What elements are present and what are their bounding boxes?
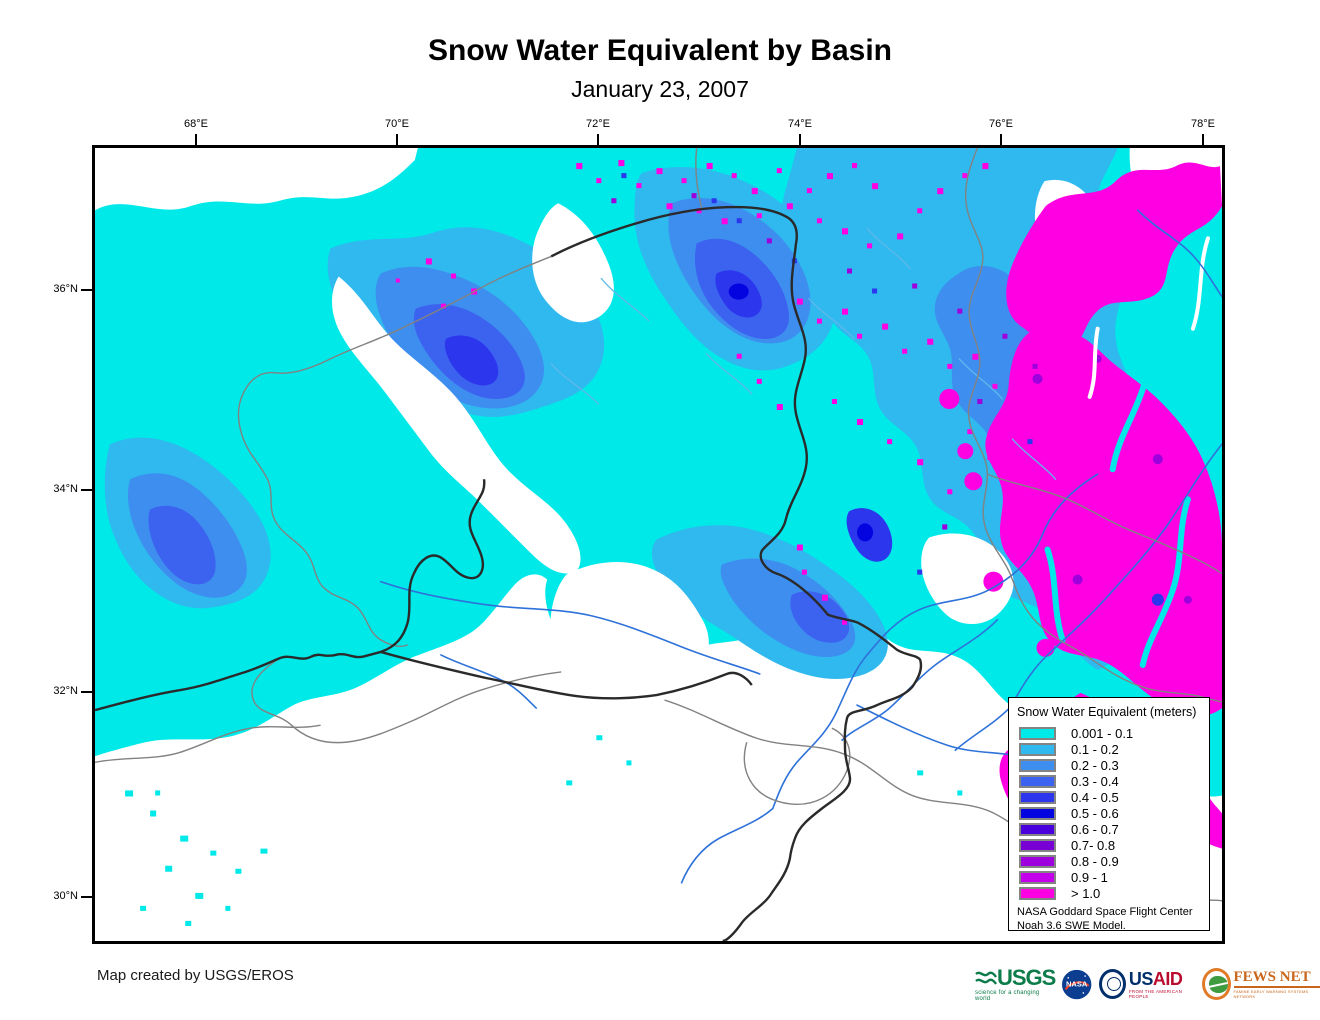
legend-row: 0.4 - 0.5 bbox=[1017, 789, 1201, 805]
legend-label: 0.5 - 0.6 bbox=[1071, 805, 1119, 821]
tick-76e bbox=[1000, 134, 1002, 145]
basin-boundaries bbox=[95, 205, 923, 941]
tick-30n bbox=[81, 896, 92, 898]
usgs-logo: USGS science for a changing world bbox=[975, 964, 1056, 1002]
usaid-tagline: FROM THE AMERICAN PEOPLE bbox=[1128, 988, 1183, 999]
admin-boundaries bbox=[95, 148, 1222, 902]
ticklabel-68e: 68°E bbox=[184, 118, 208, 130]
ticklabel-34n: 34°N bbox=[53, 483, 78, 495]
legend-label: > 1.0 bbox=[1071, 885, 1101, 901]
legend-swatch-5 bbox=[1019, 806, 1056, 820]
legend-swatch-9 bbox=[1019, 870, 1056, 884]
legend-label: 0.2 - 0.3 bbox=[1071, 757, 1119, 773]
usaid-seal-icon bbox=[1098, 969, 1126, 999]
legend-label: 0.4 - 0.5 bbox=[1071, 789, 1119, 805]
legend-title: Snow Water Equivalent (meters) bbox=[1017, 705, 1197, 719]
tick-68e bbox=[195, 134, 197, 145]
usgs-wave-icon bbox=[975, 971, 997, 985]
ticklabel-32n: 32°N bbox=[53, 685, 78, 697]
legend-swatch-10 bbox=[1019, 886, 1056, 900]
ticklabel-72e: 72°E bbox=[586, 118, 610, 130]
usaid-wordmark: USAID bbox=[1128, 968, 1183, 989]
legend-label: 0.6 - 0.7 bbox=[1071, 821, 1119, 837]
map-title: Snow Water Equivalent by Basin bbox=[428, 34, 892, 67]
tick-32n bbox=[81, 691, 92, 693]
legend-row: 0.6 - 0.7 bbox=[1017, 821, 1201, 837]
legend-label: 0.8 - 0.9 bbox=[1071, 853, 1119, 869]
legend-row: 0.3 - 0.4 bbox=[1017, 773, 1201, 789]
legend-credit-line1: NASA Goddard Space Flight Center bbox=[1017, 906, 1193, 918]
legend-credit-line2: Noah 3.6 SWE Model. bbox=[1017, 919, 1126, 932]
legend-swatch-3 bbox=[1019, 774, 1056, 788]
legend-row: 0.7- 0.8 bbox=[1017, 837, 1201, 853]
legend: Snow Water Equivalent (meters) 0.001 - 0… bbox=[1008, 697, 1210, 934]
fewsnet-wordmark: FEWS NET bbox=[1233, 969, 1320, 988]
footer-logos: USGS science for a changing world NASA U… bbox=[975, 963, 1320, 1005]
ticklabel-74e: 74°E bbox=[788, 118, 812, 130]
ticklabel-30n: 30°N bbox=[53, 890, 78, 902]
map-credit: Map created by USGS/EROS bbox=[97, 967, 294, 984]
legend-swatch-6 bbox=[1019, 822, 1056, 836]
legend-row: 0.5 - 0.6 bbox=[1017, 805, 1201, 821]
legend-label: 0.001 - 0.1 bbox=[1071, 725, 1134, 741]
ticklabel-76e: 76°E bbox=[989, 118, 1013, 130]
legend-label: 0.7- 0.8 bbox=[1071, 837, 1116, 853]
tick-74e bbox=[799, 134, 801, 145]
tick-34n bbox=[81, 489, 92, 491]
usaid-logo: USAID FROM THE AMERICAN PEOPLE bbox=[1098, 968, 1195, 999]
ticklabel-36n: 36°N bbox=[53, 283, 78, 295]
legend-swatch-2 bbox=[1019, 758, 1056, 772]
tick-72e bbox=[597, 134, 599, 145]
tick-78e bbox=[1202, 134, 1204, 145]
nasa-logo: NASA bbox=[1062, 969, 1092, 999]
fewsnet-tagline: FAMINE EARLY WARNING SYSTEMS NETWORK bbox=[1233, 988, 1309, 999]
tick-70e bbox=[396, 134, 398, 145]
legend-row: 0.2 - 0.3 bbox=[1017, 757, 1201, 773]
usgs-wordmark: USGS bbox=[997, 964, 1056, 990]
legend-row: 0.001 - 0.1 bbox=[1017, 725, 1201, 741]
legend-label: 0.9 - 1 bbox=[1071, 869, 1108, 885]
glacier-valleys bbox=[1044, 236, 1210, 668]
tick-36n bbox=[81, 289, 92, 291]
legend-swatch-4 bbox=[1019, 790, 1056, 804]
legend-row: 0.9 - 1 bbox=[1017, 869, 1201, 885]
legend-swatch-1 bbox=[1019, 742, 1056, 756]
legend-row: > 1.0 bbox=[1017, 885, 1201, 901]
legend-credit: NASA Goddard Space Flight Center Noah 3.… bbox=[1017, 906, 1201, 934]
fewsnet-globe-icon bbox=[1201, 968, 1231, 1000]
ticklabel-70e: 70°E bbox=[385, 118, 409, 130]
map-canvas bbox=[95, 148, 1222, 941]
legend-swatch-0 bbox=[1019, 726, 1056, 740]
nasa-wordmark: NASA bbox=[1066, 979, 1088, 988]
map-frame bbox=[92, 145, 1225, 944]
fewsnet-logo: FEWS NET FAMINE EARLY WARNING SYSTEMS NE… bbox=[1201, 968, 1320, 1000]
map-date: January 23, 2007 bbox=[571, 76, 749, 102]
legend-row: 0.8 - 0.9 bbox=[1017, 853, 1201, 869]
legend-label: 0.1 - 0.2 bbox=[1071, 741, 1119, 757]
legend-swatch-8 bbox=[1019, 854, 1056, 868]
ticklabel-78e: 78°E bbox=[1191, 118, 1215, 130]
legend-row: 0.1 - 0.2 bbox=[1017, 741, 1201, 757]
legend-label: 0.3 - 0.4 bbox=[1071, 773, 1119, 789]
usgs-tagline: science for a changing world bbox=[975, 989, 1040, 1002]
legend-swatch-7 bbox=[1019, 838, 1056, 852]
